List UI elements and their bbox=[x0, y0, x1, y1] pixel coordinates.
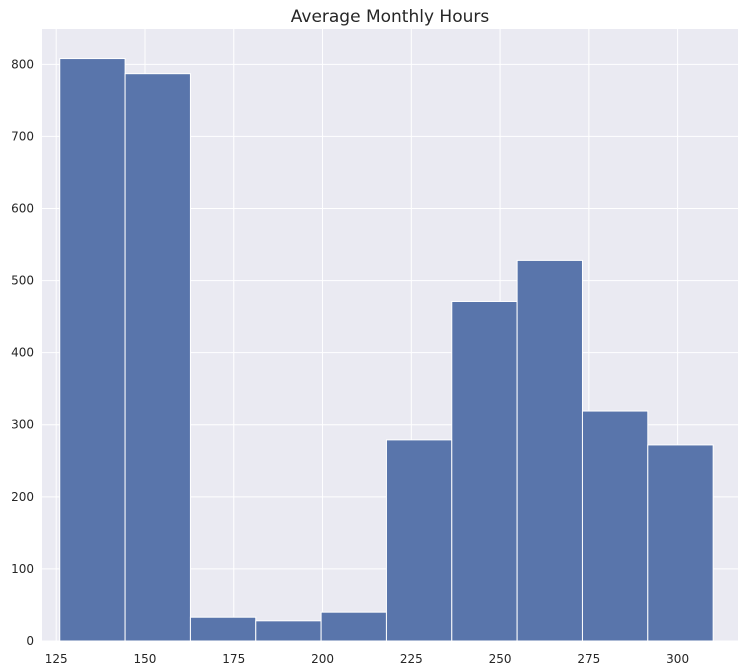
y-tick-label: 800 bbox=[11, 57, 34, 71]
x-tick-label: 250 bbox=[489, 652, 512, 666]
histogram-bar bbox=[647, 444, 714, 642]
histogram-bar bbox=[516, 259, 583, 642]
y-tick-label: 100 bbox=[11, 562, 34, 576]
histogram-bar bbox=[581, 410, 649, 642]
y-axis-ticks: 0 100 200 300 400 500 600 700 800 bbox=[11, 57, 34, 648]
histogram-bar bbox=[320, 611, 387, 642]
x-tick-label: 175 bbox=[222, 652, 245, 666]
chart-title: Average Monthly Hours bbox=[291, 7, 490, 27]
x-axis-ticks: 125 150 175 200 225 250 275 300 bbox=[45, 652, 689, 666]
y-tick-label: 400 bbox=[11, 346, 34, 360]
x-tick-label: 200 bbox=[311, 652, 334, 666]
y-tick-label: 200 bbox=[11, 490, 34, 504]
y-tick-label: 300 bbox=[11, 418, 34, 432]
x-tick-label: 225 bbox=[400, 652, 423, 666]
y-tick-label: 500 bbox=[11, 274, 34, 288]
histogram-bar bbox=[451, 300, 518, 642]
histogram-bar bbox=[385, 439, 453, 642]
y-tick-label: 600 bbox=[11, 201, 34, 215]
histogram-bar bbox=[59, 58, 126, 642]
y-tick-label: 700 bbox=[11, 129, 34, 143]
x-tick-label: 150 bbox=[134, 652, 157, 666]
bars bbox=[59, 58, 714, 642]
x-tick-label: 300 bbox=[666, 652, 689, 666]
histogram-bar bbox=[189, 616, 257, 642]
x-tick-label: 275 bbox=[577, 652, 600, 666]
histogram-bar bbox=[124, 73, 191, 642]
x-tick-label: 125 bbox=[45, 652, 68, 666]
histogram-bar bbox=[255, 620, 322, 642]
y-tick-label: 0 bbox=[26, 634, 34, 648]
